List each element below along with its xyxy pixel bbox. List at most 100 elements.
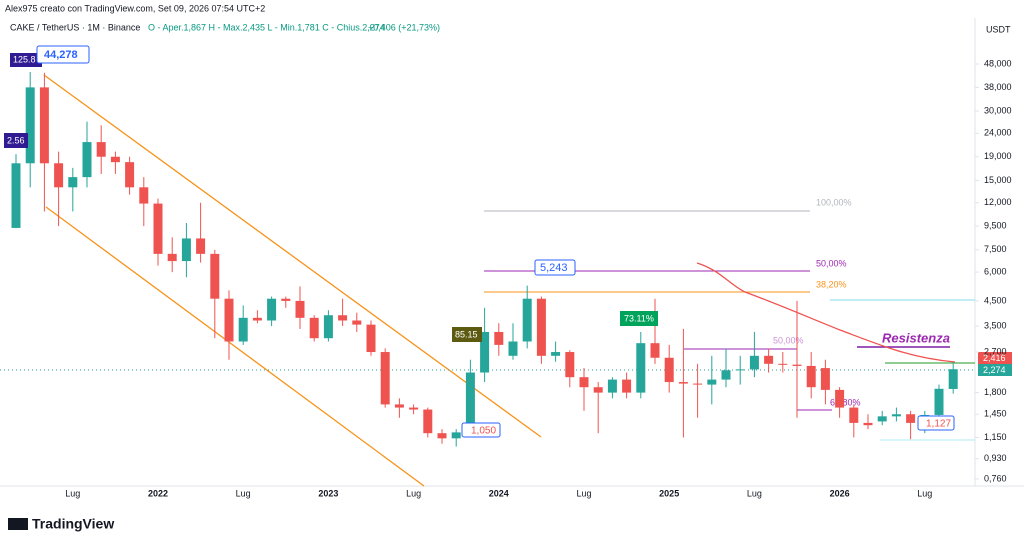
y-tick-label: 19,000 (984, 151, 1012, 161)
price-tag (978, 364, 1012, 376)
unit: USDT (986, 24, 1011, 34)
fib-label: 50,00% (816, 258, 847, 268)
y-tick-label: 38,000 (984, 82, 1012, 92)
y-tick-label: 2,700 (984, 346, 1007, 356)
fib-label: 100,00% (816, 197, 852, 207)
candle-body (366, 324, 376, 353)
candle-body (394, 404, 404, 408)
channel-upper (43, 74, 542, 438)
tag-text: 5,243 (540, 262, 568, 274)
y-tick-label: 15,000 (984, 175, 1012, 185)
candle-body (139, 187, 149, 204)
candle-body (338, 315, 348, 321)
y-tick-label: 1,800 (984, 387, 1007, 397)
candle-body (863, 422, 873, 426)
candle-body (678, 382, 688, 384)
candle-body (54, 163, 64, 188)
candle-body (409, 407, 419, 410)
candle-body (735, 369, 745, 371)
candle-body (806, 365, 816, 388)
candle-body (764, 355, 774, 364)
candle-body (948, 369, 958, 389)
symbol: CAKE / TetherUS · 1M · Binance (10, 22, 140, 32)
y-tick-label: 7,500 (984, 244, 1007, 254)
candle-body (267, 298, 277, 321)
tag-text: 73.11% (624, 313, 654, 323)
tag-text: 44,278 (44, 49, 78, 61)
y-tick-label: 48,000 (984, 58, 1012, 68)
candle-body (835, 389, 845, 408)
candle-body (877, 416, 887, 422)
candle-body (906, 414, 916, 423)
y-tick-label: 4,500 (984, 295, 1007, 305)
x-tick-label: 2023 (318, 488, 338, 498)
brand: TradingView (32, 516, 114, 532)
y-tick-label: 3,500 (984, 320, 1007, 330)
candle-body (153, 203, 163, 254)
x-tick-label: Lug (406, 488, 421, 498)
candle-body (309, 317, 319, 339)
y-tick-label: 1,450 (984, 409, 1007, 419)
candle-body (664, 357, 674, 383)
y-tick-label: 1,150 (984, 432, 1007, 442)
candle-body (323, 315, 333, 339)
y-tick-label: 6,000 (984, 266, 1007, 276)
candle-body (96, 142, 106, 157)
tag (452, 327, 482, 342)
candle-body (465, 372, 475, 433)
candle-body (25, 87, 35, 164)
candle-body (295, 300, 305, 318)
candle-body (536, 298, 546, 356)
y-tick-label: 9,500 (984, 220, 1007, 230)
ohlc: O - Aper.1,867 H - Max.2,435 L - Min.1,7… (148, 22, 385, 32)
candle-body (749, 355, 759, 370)
candle-body (494, 331, 504, 345)
y-tick-label: 0,760 (984, 473, 1007, 483)
candle-body (622, 379, 632, 393)
candle-body (707, 379, 717, 385)
y-tick-label: 0,930 (984, 453, 1007, 463)
tag (4, 133, 28, 148)
header: Alex975 creato con TradingView.com, Set … (5, 3, 265, 13)
y-tick-label: 24,000 (984, 128, 1012, 138)
x-tick-label: 2022 (148, 488, 168, 498)
x-tick-label: 2026 (830, 488, 850, 498)
x-tick-label: Lug (65, 488, 80, 498)
tag (10, 53, 42, 67)
candle-body (82, 142, 92, 178)
candle-body (508, 341, 518, 356)
tag (534, 259, 576, 276)
candle-body (167, 253, 177, 262)
logo-mark (8, 518, 28, 530)
candle-body (522, 298, 532, 342)
candle-body (636, 343, 646, 393)
candle-body (565, 352, 575, 378)
candle-body (110, 156, 120, 163)
y-tick-label: 12,000 (984, 197, 1012, 207)
tag-text: 1,127 (926, 419, 951, 430)
candle-body (451, 432, 461, 439)
price-tag-text: 2,416 (983, 353, 1006, 363)
candle-body (551, 352, 561, 356)
candle-body (849, 407, 859, 423)
candle-body (593, 387, 603, 393)
candle-body (607, 379, 617, 393)
tag-text: 125.8 (13, 54, 36, 64)
change: +0,406 (+21,73%) (368, 22, 440, 32)
tag-text: 1,050 (471, 426, 496, 437)
candle-body (252, 317, 262, 321)
tag (917, 415, 955, 431)
x-tick-label: Lug (576, 488, 591, 498)
candle-body (423, 409, 433, 434)
candle-body (352, 320, 362, 325)
candle-body (281, 298, 291, 301)
tag (461, 422, 501, 438)
x-tick-label: Lug (747, 488, 762, 498)
price-tag-text: 2,274 (983, 365, 1006, 375)
candle-body (792, 364, 802, 366)
tag-text: 85.15 (455, 329, 478, 339)
candle-body (891, 414, 901, 417)
x-tick-label: Lug (917, 488, 932, 498)
